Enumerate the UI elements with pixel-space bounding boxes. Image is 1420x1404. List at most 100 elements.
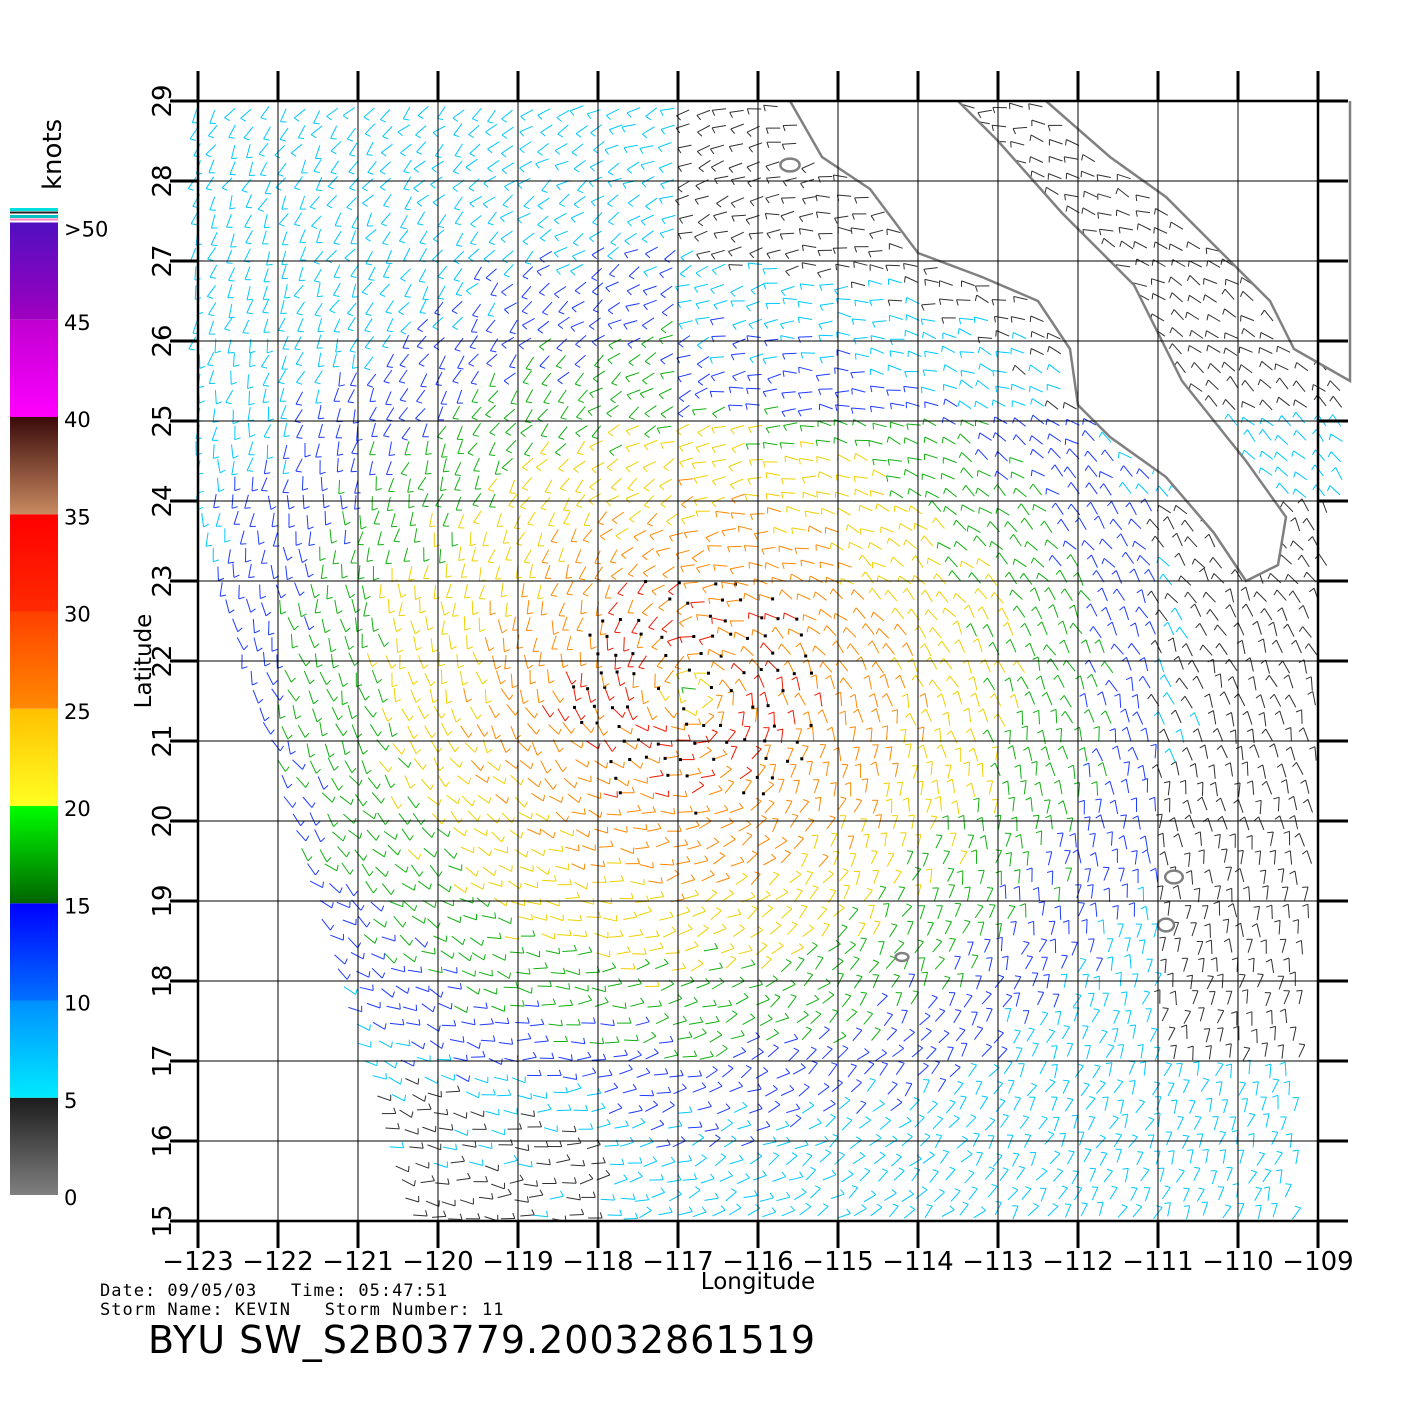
wind-barb: [215, 390, 222, 404]
wind-barb: [572, 301, 584, 312]
wind-barb: [483, 867, 496, 875]
wind-barb: [768, 1045, 779, 1057]
wind-barb: [541, 601, 547, 615]
wind-barb: [826, 528, 839, 534]
wind-barb: [516, 564, 522, 578]
wind-barb: [1261, 660, 1270, 674]
wind-barb: [661, 808, 675, 814]
rain-flag: [619, 618, 622, 621]
wind-barb: [379, 1041, 392, 1048]
wind-barb: [1206, 1046, 1212, 1060]
wind-barb: [803, 1153, 812, 1166]
wind-barb: [465, 743, 478, 753]
wind-barb: [616, 528, 628, 539]
wind-barb: [1255, 1187, 1262, 1200]
wind-barb: [352, 215, 359, 228]
wind-barb: [579, 1123, 593, 1129]
wind-barb: [350, 143, 358, 156]
wind-barb: [1250, 745, 1260, 758]
wind-barb: [442, 1200, 455, 1206]
wind-barb: [851, 408, 865, 414]
wind-barb: [1254, 592, 1267, 602]
wind-barb: [679, 232, 693, 239]
wind-barb: [352, 441, 358, 454]
wind-barb: [449, 865, 462, 871]
wind-barb: [1030, 157, 1043, 163]
wind-barb: [651, 1120, 664, 1130]
wind-barb: [611, 233, 621, 246]
wind-barb: [642, 337, 654, 348]
wind-barb: [294, 213, 301, 226]
wind-barb: [453, 828, 466, 836]
wind-barb: [750, 1153, 762, 1164]
wind-barb: [934, 574, 946, 585]
wind-barb: [542, 999, 556, 1006]
wind-barb: [894, 624, 906, 635]
wind-barb: [626, 304, 640, 312]
wind-barb: [337, 458, 343, 472]
wind-barb: [519, 813, 532, 819]
wind-barb: [1025, 692, 1035, 705]
wind-barb: [1169, 818, 1177, 832]
wind-barb: [1204, 1029, 1210, 1043]
rain-flag: [610, 760, 613, 763]
wind-barb: [720, 766, 731, 778]
wind-barb: [1202, 1149, 1208, 1163]
rain-flag: [771, 776, 774, 779]
wind-barb: [1275, 711, 1284, 724]
wind-barb: [408, 967, 422, 973]
wind-barb: [538, 409, 548, 422]
wind-barb: [1239, 347, 1252, 353]
wind-barb: [360, 985, 374, 991]
wind-barb: [764, 339, 778, 346]
wind-barb: [822, 1046, 832, 1059]
wind-barb: [1088, 939, 1094, 953]
wind-barb: [309, 635, 319, 648]
wind-barb: [918, 745, 927, 759]
wind-barb: [540, 356, 550, 369]
wind-barb: [1063, 920, 1069, 934]
wind-barb: [420, 249, 427, 262]
wind-barb: [207, 285, 215, 298]
wind-barb: [472, 389, 478, 402]
wind-barb: [345, 761, 356, 773]
wind-barb: [766, 303, 780, 309]
wind-barb: [655, 791, 669, 797]
wind-barb: [765, 214, 779, 220]
wind-barb: [640, 862, 654, 868]
wind-barb: [403, 1005, 417, 1011]
wind-barb: [574, 1105, 588, 1111]
wind-barb: [522, 318, 534, 329]
wind-barb: [499, 1038, 513, 1044]
wind-barb: [1097, 692, 1106, 705]
wind-barb: [1182, 748, 1192, 761]
wind-barb: [1276, 1170, 1282, 1184]
wind-barb: [802, 1102, 814, 1113]
wind-barb: [655, 674, 661, 688]
wind-barb: [643, 566, 655, 577]
wind-barb: [297, 425, 303, 438]
wind-barb: [764, 320, 777, 329]
colorbar-tick-label: 30: [64, 603, 91, 627]
wind-barb: [1283, 958, 1289, 972]
wind-barb: [300, 229, 306, 242]
wind-barb: [1136, 484, 1149, 494]
wind-barb: [712, 618, 727, 624]
wind-barb: [734, 1102, 747, 1112]
wind-barb: [926, 657, 937, 669]
wind-barb: [1099, 472, 1112, 478]
wind-barb: [232, 444, 239, 458]
wind-barb: [1275, 364, 1288, 370]
wind-barb: [342, 564, 348, 578]
wind-barb: [871, 709, 880, 723]
wind-barb: [691, 602, 705, 609]
wind-barb: [1299, 627, 1311, 638]
wind-barb: [453, 110, 464, 122]
wind-barb: [1063, 402, 1076, 409]
wind-barb: [1011, 817, 1017, 831]
wind-barb: [1202, 1202, 1208, 1215]
wind-barb: [953, 691, 962, 704]
wind-barb: [627, 108, 640, 118]
wind-barb: [424, 565, 430, 578]
wind-barb: [1262, 781, 1272, 794]
